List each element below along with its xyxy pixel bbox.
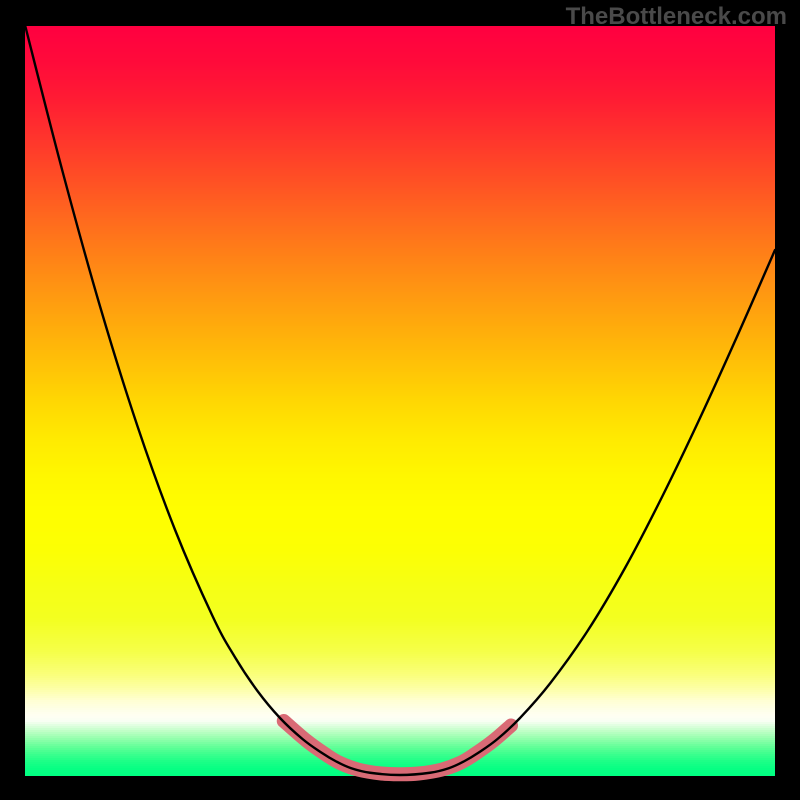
bottleneck-curve bbox=[0, 0, 800, 800]
v-curve bbox=[25, 25, 775, 775]
chart-stage: TheBottleneck.com bbox=[0, 0, 800, 800]
watermark-text: TheBottleneck.com bbox=[566, 3, 787, 31]
highlight-band bbox=[284, 721, 511, 774]
